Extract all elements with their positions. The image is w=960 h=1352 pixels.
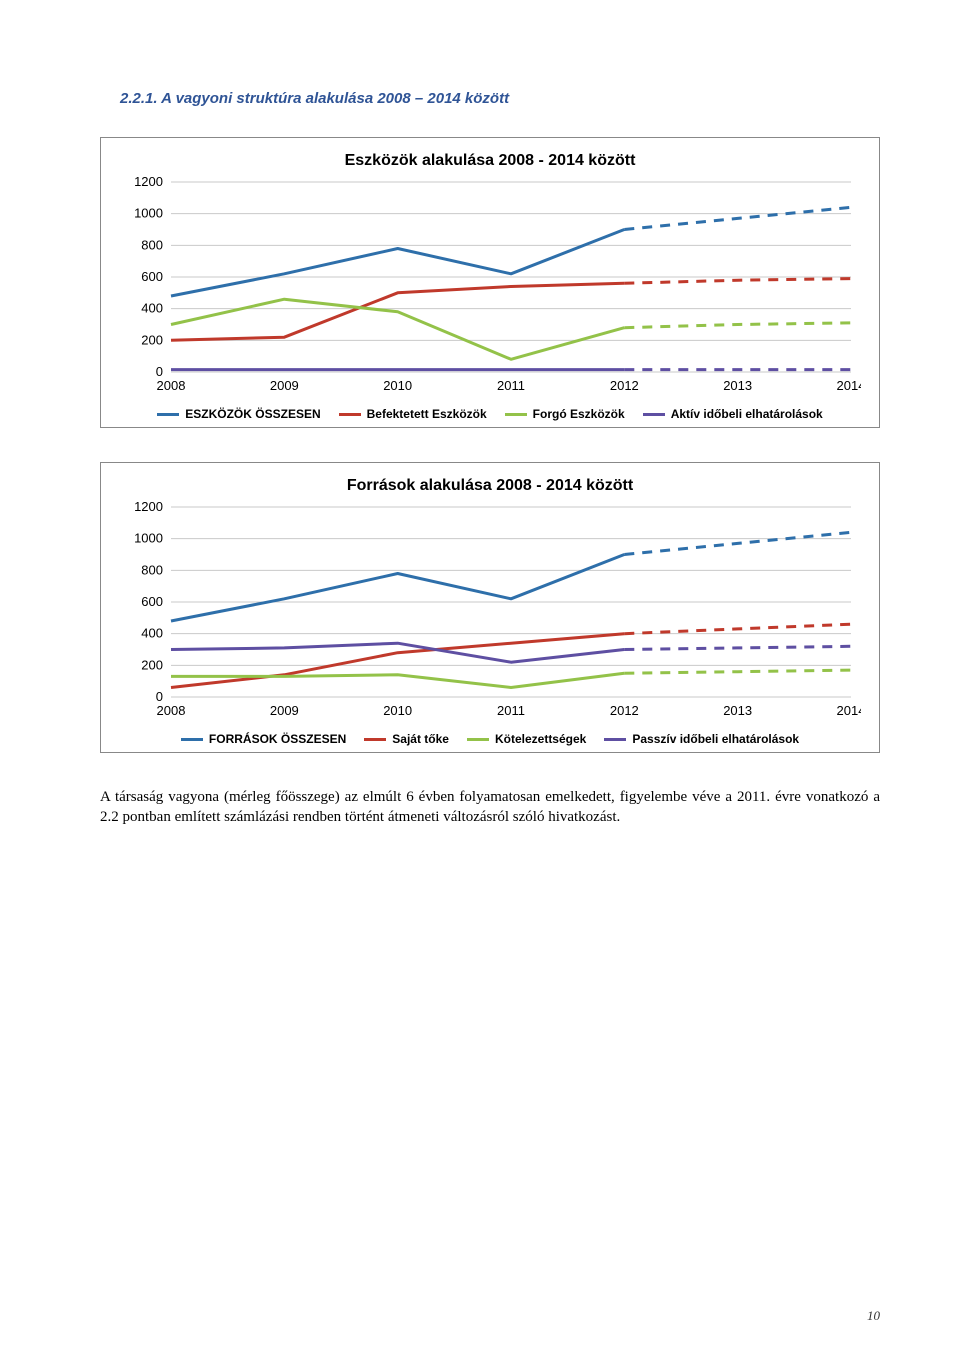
legend-item: Kötelezettségek — [467, 732, 586, 746]
chart-eszkozok-svg: 0 200 400 600 800 1000 1200 2008 2009 2010 2011 201… — [121, 176, 861, 396]
legend-label: FORRÁSOK ÖSSZESEN — [209, 732, 346, 746]
svg-text:2008: 2008 — [157, 378, 186, 393]
page-number: 10 — [867, 1308, 880, 1324]
chart-forrasok-svg: 0 200 400 600 800 1000 1200 2008 2009 2010 2011 201… — [121, 501, 861, 721]
legend-item: Forgó Eszközök — [505, 407, 625, 421]
legend-swatch — [339, 413, 361, 416]
legend-label: Saját tőke — [392, 732, 449, 746]
legend-swatch — [364, 738, 386, 741]
legend-swatch — [467, 738, 489, 741]
chart-eszkozok: Eszközök alakulása 2008 - 2014 között 02… — [100, 137, 880, 428]
legend-swatch — [505, 413, 527, 416]
legend-item: Passzív időbeli elhatárolások — [604, 732, 799, 746]
chart-forrasok: Források alakulása 2008 - 2014 között 02… — [100, 462, 880, 753]
svg-text:2010: 2010 — [383, 378, 412, 393]
body-text: A társaság vagyona (mérleg főösszege) az… — [100, 787, 880, 828]
svg-text:2014: 2014 — [837, 703, 861, 718]
legend-swatch — [157, 413, 179, 416]
legend-label: Aktív időbeli elhatárolások — [671, 407, 823, 421]
svg-text:2013: 2013 — [723, 378, 752, 393]
svg-text:2014: 2014 — [837, 378, 861, 393]
chart-forrasok-title: Források alakulása 2008 - 2014 között — [121, 477, 859, 495]
legend-label: Kötelezettségek — [495, 732, 586, 746]
svg-text:1200: 1200 — [134, 176, 163, 189]
svg-text:1000: 1000 — [134, 531, 163, 546]
chart-eszkozok-legend: ESZKÖZÖK ÖSSZESEN Befektetett Eszközök For… — [121, 407, 859, 421]
legend-label: Forgó Eszközök — [533, 407, 625, 421]
svg-text:400: 400 — [141, 626, 163, 641]
svg-text:600: 600 — [141, 594, 163, 609]
svg-text:2009: 2009 — [270, 378, 299, 393]
svg-text:2010: 2010 — [383, 703, 412, 718]
svg-text:800: 800 — [141, 237, 163, 252]
svg-text:800: 800 — [141, 562, 163, 577]
svg-text:2012: 2012 — [610, 703, 639, 718]
svg-text:0: 0 — [156, 689, 163, 704]
svg-text:2012: 2012 — [610, 378, 639, 393]
svg-text:0: 0 — [156, 364, 163, 379]
svg-text:2008: 2008 — [157, 703, 186, 718]
svg-text:600: 600 — [141, 269, 163, 284]
legend-item: Saját tőke — [364, 732, 449, 746]
legend-label: Passzív időbeli elhatárolások — [632, 732, 799, 746]
legend-item: ESZKÖZÖK ÖSSZESEN — [157, 407, 320, 421]
section-title: 2.2.1. A vagyoni struktúra alakulása 200… — [120, 90, 880, 107]
svg-text:200: 200 — [141, 657, 163, 672]
legend-label: ESZKÖZÖK ÖSSZESEN — [185, 407, 320, 421]
svg-text:200: 200 — [141, 332, 163, 347]
legend-item: FORRÁSOK ÖSSZESEN — [181, 732, 346, 746]
svg-text:400: 400 — [141, 301, 163, 316]
svg-text:1200: 1200 — [134, 501, 163, 514]
chart-forrasok-legend: FORRÁSOK ÖSSZESEN Saját tőke Kötelezettség… — [121, 732, 859, 746]
svg-text:2013: 2013 — [723, 703, 752, 718]
svg-text:1000: 1000 — [134, 206, 163, 221]
legend-swatch — [181, 738, 203, 741]
legend-swatch — [604, 738, 626, 741]
chart-eszkozok-title: Eszközök alakulása 2008 - 2014 között — [121, 152, 859, 170]
svg-text:2011: 2011 — [497, 378, 525, 393]
legend-item: Befektetett Eszközök — [339, 407, 487, 421]
svg-text:2011: 2011 — [497, 703, 525, 718]
legend-swatch — [643, 413, 665, 416]
legend-label: Befektetett Eszközök — [367, 407, 487, 421]
svg-text:2009: 2009 — [270, 703, 299, 718]
legend-item: Aktív időbeli elhatárolások — [643, 407, 823, 421]
